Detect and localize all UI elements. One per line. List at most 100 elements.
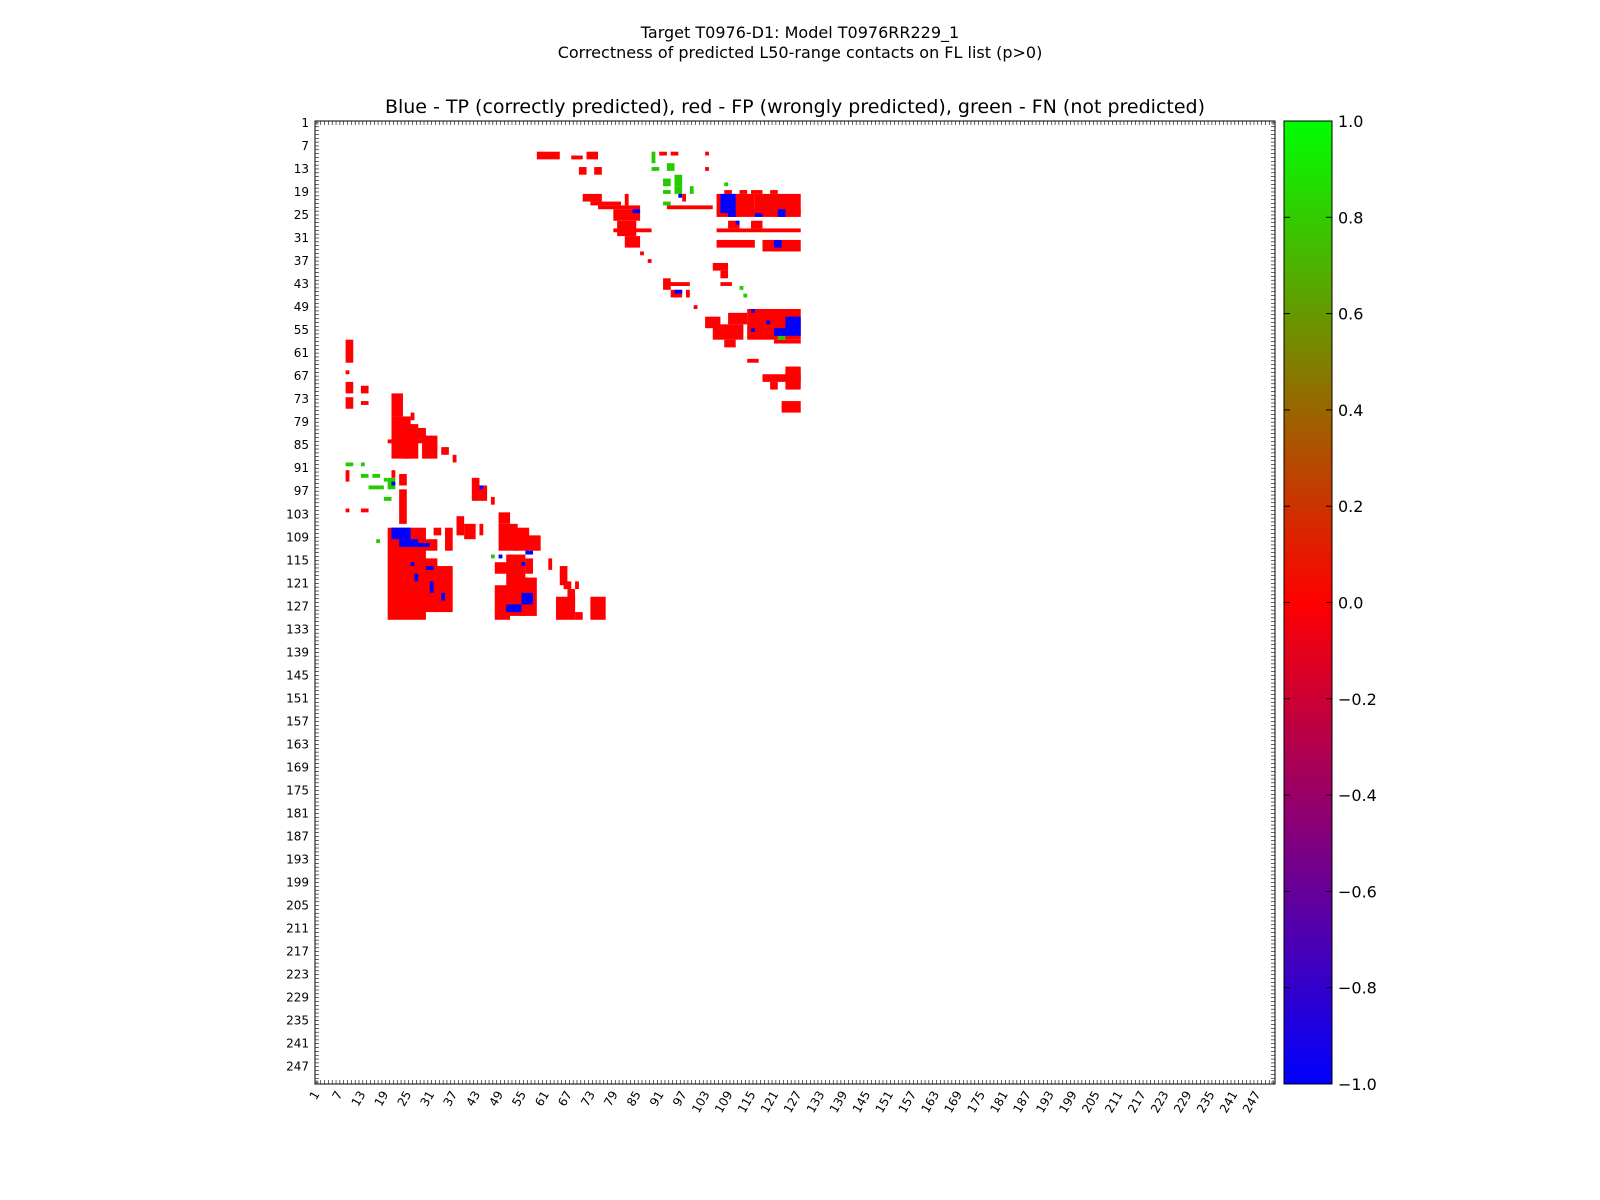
- x-tick-label: 133: [804, 1089, 828, 1116]
- contact-fp-60: [770, 381, 778, 390]
- contact-fn-14: [663, 190, 671, 194]
- contact-fn-15: [674, 186, 683, 194]
- contact-fp-108: [345, 508, 350, 513]
- colorbar-tick-label: 1.0: [1338, 112, 1363, 131]
- x-tick-label: 103: [689, 1089, 713, 1116]
- x-tick-label: 121: [758, 1089, 782, 1116]
- contact-fp-51: [705, 316, 721, 329]
- colorbar-tick-label: −0.8: [1338, 979, 1377, 998]
- contact-fp-135: [525, 535, 541, 551]
- colorbar-tick-label: 0.6: [1338, 305, 1363, 324]
- x-tick-label: 181: [987, 1089, 1011, 1116]
- contact-tp-147: [525, 550, 534, 555]
- contact-fp-27: [624, 236, 641, 248]
- contact-fp-79: [345, 339, 354, 363]
- contact-fp-22: [590, 201, 621, 206]
- y-tick-label: 139: [286, 645, 309, 659]
- contact-tp-72: [674, 289, 683, 294]
- contact-tp-76: [773, 328, 786, 336]
- contact-fp-119: [479, 523, 484, 536]
- contact-tp-70: [773, 239, 782, 248]
- contact-tp-124: [425, 566, 434, 570]
- contact-tp-143: [498, 554, 503, 559]
- y-tick-label: 115: [286, 553, 309, 567]
- y-tick-label: 187: [286, 830, 309, 844]
- contact-fp-45: [720, 282, 732, 286]
- contact-fp-50: [693, 305, 698, 309]
- colorbar-tick-label: 0.4: [1338, 401, 1363, 420]
- contact-tp-120: [391, 527, 411, 540]
- contact-fp-38: [716, 228, 801, 233]
- y-tick-label: 247: [286, 1060, 309, 1074]
- contact-fp-4: [594, 167, 602, 175]
- plot-frame: [314, 120, 1276, 1085]
- y-tick-label: 157: [286, 714, 309, 728]
- contact-fp-149: [563, 581, 572, 590]
- x-tick-label: 205: [1079, 1089, 1103, 1116]
- contact-fp-19: [682, 193, 686, 202]
- x-tick-label: 85: [624, 1089, 644, 1109]
- x-tick-label: 229: [1171, 1089, 1195, 1116]
- contact-tp-78: [766, 320, 771, 325]
- contact-fn-18: [663, 201, 671, 206]
- contact-fn-62: [743, 293, 748, 298]
- y-tick-label: 229: [286, 991, 309, 1005]
- y-tick-label: 217: [286, 945, 309, 959]
- y-tick-label: 103: [286, 507, 309, 521]
- y-tick-label: 205: [286, 899, 309, 913]
- contact-fp-28: [624, 193, 629, 206]
- x-tick-label: 199: [1056, 1089, 1080, 1116]
- contact-fp-91: [429, 439, 438, 451]
- contact-fn-64: [777, 335, 786, 340]
- contact-fp-137: [494, 562, 514, 574]
- y-tick-label: 193: [286, 853, 309, 867]
- contact-tp-146: [506, 604, 522, 613]
- contact-fp-8: [670, 151, 679, 156]
- contact-fp-109: [360, 508, 369, 513]
- contact-fp-35: [739, 190, 748, 194]
- x-tick-label: 151: [873, 1089, 897, 1116]
- contact-fp-115: [433, 527, 442, 536]
- contact-fp-93: [452, 454, 457, 463]
- contact-fp-29: [640, 251, 644, 256]
- x-tick-label: 61: [532, 1089, 552, 1109]
- contact-fp-61: [781, 401, 801, 413]
- x-tick-label: 97: [670, 1089, 690, 1109]
- contact-fp-129: [479, 485, 488, 501]
- x-axis-ticks: 1 7 13 19 25 31 37 43 49 55 61 67 73 79 85 91 97 103 109 11…: [307, 1089, 1264, 1116]
- contact-fp-58: [762, 374, 801, 382]
- contact-fn-16: [689, 186, 694, 194]
- colorbar-tick-label: 0.0: [1338, 594, 1363, 613]
- x-tick-label: 37: [440, 1089, 460, 1109]
- contact-fp-54: [728, 312, 748, 325]
- x-tick-label: 7: [330, 1089, 346, 1103]
- y-tick-label: 37: [294, 254, 309, 268]
- contact-fn-99: [372, 473, 381, 478]
- x-tick-label: 175: [964, 1089, 988, 1116]
- y-tick-label: 181: [286, 807, 309, 821]
- x-tick-label: 91: [647, 1089, 667, 1109]
- x-tick-label: 187: [1010, 1089, 1034, 1116]
- contact-tp-123: [410, 562, 415, 567]
- contact-fp-132: [498, 512, 511, 524]
- contact-fp-37: [770, 190, 778, 194]
- contact-tp-127: [441, 592, 446, 601]
- contact-tp-69: [735, 220, 740, 225]
- contact-fn-63: [739, 285, 744, 290]
- contact-fp-105: [399, 473, 407, 486]
- contact-fp-80: [345, 370, 350, 375]
- contact-fp-148: [559, 566, 568, 586]
- y-tick-label: 7: [301, 139, 309, 153]
- y-tick-label: 61: [294, 346, 309, 360]
- contact-fn-103: [383, 496, 392, 501]
- contact-fp-3: [578, 167, 587, 175]
- y-tick-label: 175: [286, 783, 309, 797]
- x-tick-label: 163: [919, 1089, 943, 1116]
- contact-fp-84: [360, 401, 369, 405]
- contact-fp-151: [555, 596, 576, 620]
- x-tick-label: 1: [307, 1089, 323, 1103]
- contact-tp-74: [751, 309, 755, 313]
- contact-fp-39: [728, 220, 740, 229]
- x-tick-label: 247: [1240, 1089, 1264, 1116]
- x-tick-label: 13: [349, 1089, 369, 1109]
